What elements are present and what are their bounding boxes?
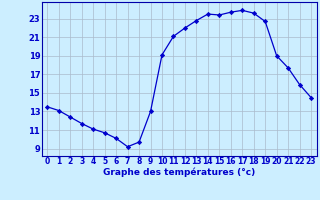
X-axis label: Graphe des températures (°c): Graphe des températures (°c) <box>103 168 255 177</box>
